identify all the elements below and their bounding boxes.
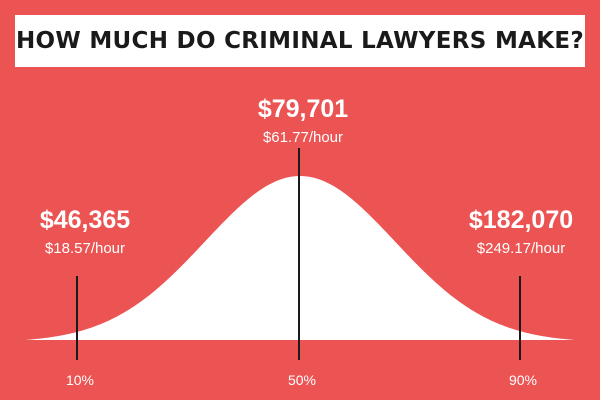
percentile-50-salary: $79,701 xyxy=(258,95,348,123)
percentile-50-label: 50% xyxy=(288,372,316,388)
title-banner: HOW MUCH DO CRIMINAL LAWYERS MAKE? xyxy=(15,15,585,67)
percentile-90-salary: $182,070 xyxy=(469,206,573,234)
percentile-10-label: 10% xyxy=(66,372,94,388)
chart-title: HOW MUCH DO CRIMINAL LAWYERS MAKE? xyxy=(15,28,585,54)
percentile-90-label: 90% xyxy=(509,372,537,388)
percentile-50-hourly: $61.77/hour xyxy=(263,129,343,146)
percentile-90-hourly: $249.17/hour xyxy=(477,240,565,257)
percentile-10-hourly: $18.57/hour xyxy=(45,240,125,257)
percentile-10-salary: $46,365 xyxy=(40,206,130,234)
